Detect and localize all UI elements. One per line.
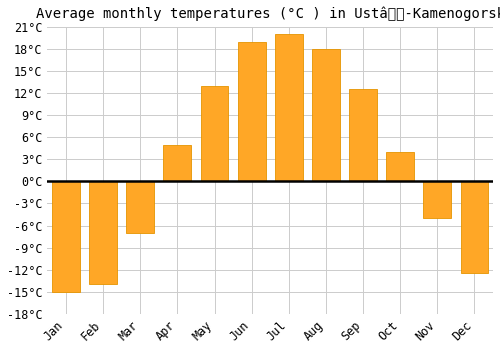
Title: Average monthly temperatures (°C ) in Ustâ-Kamenogorsk: Average monthly temperatures (°C ) in Us… xyxy=(36,7,500,21)
Bar xyxy=(275,34,302,181)
Bar xyxy=(200,86,228,181)
Bar xyxy=(126,181,154,233)
Bar xyxy=(89,181,117,285)
Bar xyxy=(424,181,452,218)
Bar xyxy=(312,49,340,181)
Bar xyxy=(164,145,192,181)
Bar xyxy=(386,152,414,181)
Bar xyxy=(349,89,377,181)
Bar xyxy=(52,181,80,292)
Bar xyxy=(238,42,266,181)
Bar xyxy=(460,181,488,273)
